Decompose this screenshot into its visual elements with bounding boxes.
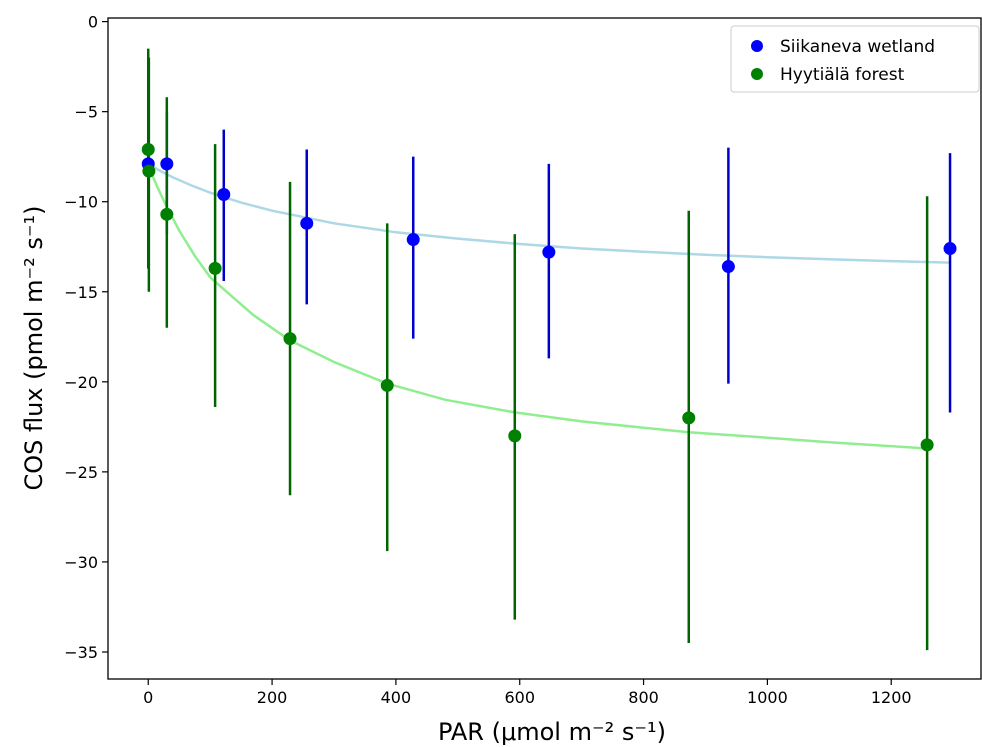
data-point-hyytiala [160,207,174,221]
x-tick-label: 200 [257,688,288,707]
x-axis-label: PAR (μmol m⁻² s⁻¹) [438,718,666,746]
y-tick-label: −15 [64,283,98,302]
data-point-siikaneva [406,233,420,247]
data-point-hyytiala [208,261,222,275]
y-axis-ticks: 0 −5 −10 −15 −20 −25 −30 −35 [64,13,108,662]
data-points [141,142,957,452]
legend-marker-hyytiala [751,68,763,80]
data-point-hyytiala [283,332,297,346]
y-tick-label: −10 [64,193,98,212]
data-point-siikaneva [217,188,231,202]
legend-label-siikaneva: Siikaneva wetland [780,37,935,57]
x-tick-label: 600 [504,688,535,707]
x-axis-ticks: 0 200 400 600 800 1000 1200 [143,679,912,707]
data-point-siikaneva [300,216,314,230]
plot-frame [107,17,982,680]
x-tick-label: 800 [628,688,659,707]
y-tick-label: 0 [88,13,98,32]
data-point-hyytiala [508,429,522,443]
legend: Siikaneva wetland Hyytiälä forest [730,25,980,93]
y-tick-label: −20 [64,373,98,392]
data-point-hyytiala [380,378,394,392]
data-point-hyytiala [682,411,696,425]
data-point-siikaneva [542,245,556,259]
fit-curve-siikaneva [147,162,951,264]
fit-curves [147,162,951,450]
data-point-siikaneva [943,242,957,256]
legend-label-hyytiala: Hyytiälä forest [780,65,905,85]
x-tick-label: 400 [381,688,412,707]
y-tick-label: −30 [64,553,98,572]
legend-marker-siikaneva [751,40,763,52]
data-point-hyytiala [141,142,155,156]
data-point-hyytiala [920,438,934,452]
data-point-siikaneva [721,260,735,274]
x-tick-label: 1200 [871,688,912,707]
legend-box [730,25,980,93]
x-tick-label: 1000 [747,688,788,707]
y-tick-label: −5 [74,103,98,122]
y-axis-label: COS flux (pmol m⁻² s⁻¹) [20,205,48,490]
fit-curve-hyytiala [147,165,928,450]
data-point-siikaneva [160,157,174,171]
x-tick-label: 0 [143,688,153,707]
data-point-hyytiala [142,164,156,178]
y-tick-label: −35 [64,643,98,662]
y-tick-label: −25 [64,463,98,482]
